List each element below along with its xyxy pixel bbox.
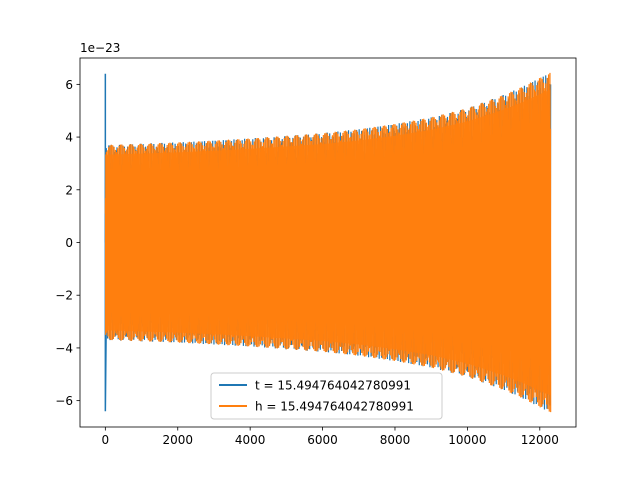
legend-label-t: t = 15.494764042780991 (255, 379, 411, 393)
legend: t = 15.494764042780991 h = 15.4947640427… (210, 372, 443, 420)
x-tick-label: 6000 (307, 433, 338, 447)
y-tick-label: 6 (65, 78, 73, 92)
series-layer (104, 72, 552, 413)
y-axis: −6 −4 −2 0 2 4 6 (55, 78, 80, 408)
y-tick-label: −6 (55, 394, 73, 408)
x-tick-label: 2000 (162, 433, 193, 447)
x-tick-label: 8000 (380, 433, 411, 447)
y-tick-label: −2 (55, 289, 73, 303)
y-tick-label: −4 (55, 341, 73, 355)
x-tick-label: 10000 (448, 433, 486, 447)
x-tick-label: 12000 (521, 433, 559, 447)
y-tick-label: 0 (65, 236, 73, 250)
series-h-band (105, 89, 551, 396)
legend-box (210, 372, 443, 420)
y-axis-offset-label: 1e−23 (80, 41, 120, 55)
legend-label-h: h = 15.494764042780991 (255, 400, 414, 414)
x-axis: 0 2000 4000 6000 8000 10000 12000 (102, 427, 559, 447)
y-tick-label: 4 (65, 131, 73, 145)
y-tick-label: 2 (65, 183, 73, 197)
x-tick-label: 0 (102, 433, 110, 447)
x-tick-label: 4000 (235, 433, 266, 447)
